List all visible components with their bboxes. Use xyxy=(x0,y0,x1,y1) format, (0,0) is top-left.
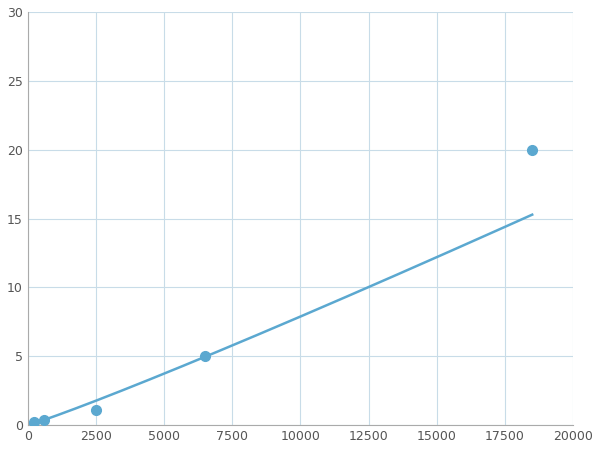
Point xyxy=(91,406,101,414)
Point xyxy=(200,353,210,360)
Point xyxy=(29,419,39,426)
Point xyxy=(527,146,537,153)
Point xyxy=(39,417,49,424)
